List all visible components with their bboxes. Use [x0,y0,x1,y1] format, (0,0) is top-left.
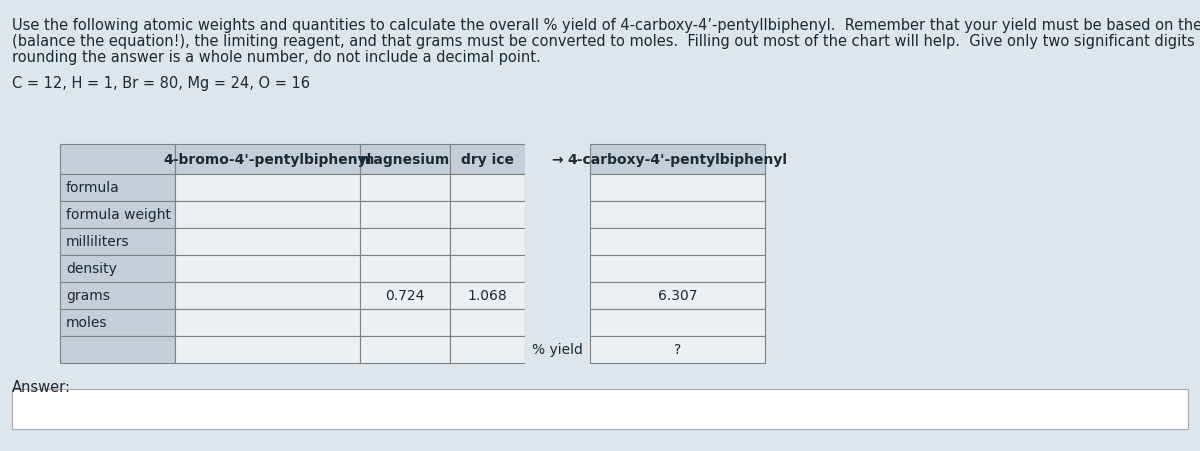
Bar [360,336,450,363]
Text: % yield: % yield [532,343,583,357]
Bar [450,202,526,229]
Bar [60,202,175,229]
Bar [60,336,175,363]
Bar [175,282,360,309]
Text: C = 12, H = 1, Br = 80, Mg = 24, O = 16: C = 12, H = 1, Br = 80, Mg = 24, O = 16 [12,76,310,91]
Text: 0.724: 0.724 [385,289,425,303]
Text: 4-carboxy-4'-pentylbiphenyl: 4-carboxy-4'-pentylbiphenyl [568,152,787,166]
Bar [450,309,526,336]
Bar [360,202,450,229]
Bar [175,202,360,229]
Bar [175,255,360,282]
Bar [526,202,590,229]
Bar [60,309,175,336]
Text: formula weight: formula weight [66,208,172,222]
Bar [590,336,766,363]
Bar [590,255,766,282]
Text: 6.307: 6.307 [658,289,697,303]
Bar [360,309,450,336]
Bar [60,175,175,202]
Bar [12,389,1188,429]
Bar [590,282,766,309]
Bar [590,175,766,202]
Text: ?: ? [674,343,682,357]
Bar [60,282,175,309]
Bar [60,229,175,255]
Bar [175,175,360,202]
Bar [526,145,590,175]
Text: magnesium: magnesium [360,152,450,166]
Bar [450,282,526,309]
Bar [360,145,450,175]
Bar [360,175,450,202]
Text: moles: moles [66,316,108,330]
Bar [526,255,590,282]
Bar [526,309,590,336]
Bar [526,336,590,363]
Bar [175,309,360,336]
Bar [590,229,766,255]
Bar [526,175,590,202]
Bar [60,255,175,282]
Bar [590,309,766,336]
Text: grams: grams [66,289,110,303]
Bar [60,145,175,175]
Bar [175,336,360,363]
Bar [450,255,526,282]
Text: milliliters: milliliters [66,235,130,249]
Bar [526,229,590,255]
Text: dry ice: dry ice [461,152,514,166]
Bar [360,282,450,309]
Bar [450,145,526,175]
Bar [450,336,526,363]
Text: →: → [552,152,563,166]
Bar [175,229,360,255]
Text: (balance the equation!), the limiting reagent, and that grams must be converted : (balance the equation!), the limiting re… [12,34,1200,49]
Bar [590,202,766,229]
Bar [360,229,450,255]
Bar [450,175,526,202]
Text: formula: formula [66,181,120,195]
Text: Use the following atomic weights and quantities to calculate the overall % yield: Use the following atomic weights and qua… [12,18,1200,33]
Bar [450,229,526,255]
Bar [360,255,450,282]
Text: rounding the answer is a whole number, do not include a decimal point.: rounding the answer is a whole number, d… [12,50,541,65]
Text: 1.068: 1.068 [468,289,508,303]
Bar [175,145,360,175]
Text: Answer:: Answer: [12,379,71,394]
Bar [526,282,590,309]
Text: 4-bromo-4'-pentylbiphenyl: 4-bromo-4'-pentylbiphenyl [163,152,372,166]
Text: density: density [66,262,116,276]
Bar [590,145,766,175]
